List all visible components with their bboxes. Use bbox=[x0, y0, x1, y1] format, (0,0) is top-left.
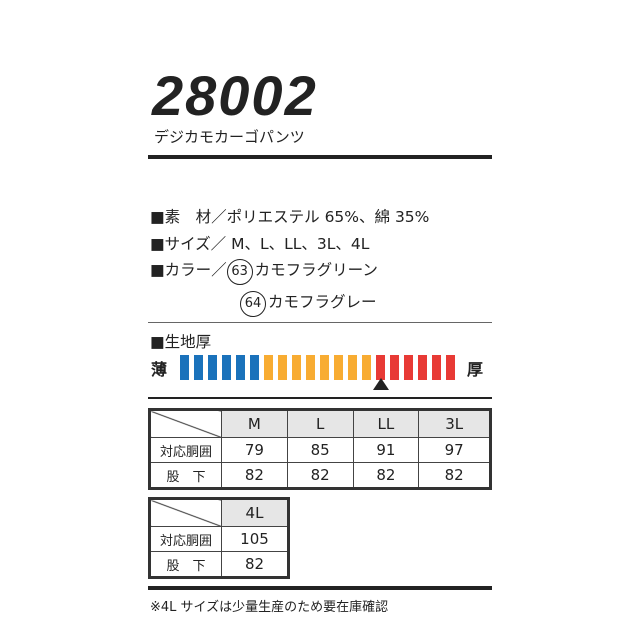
table-row: 股 下 82 82 82 82 bbox=[149, 462, 491, 489]
header-cell: LL bbox=[352, 409, 420, 438]
thickness-segment bbox=[236, 355, 245, 380]
color-name: カモフラグレー bbox=[268, 293, 377, 311]
cell: 82 bbox=[221, 551, 289, 578]
row-label: 股 下 bbox=[149, 462, 222, 489]
spec-color-1: ■カラー／ 63 カモフラグリーン bbox=[150, 258, 378, 285]
stock-note: ※4L サイズは少量生産のため要在庫確認 bbox=[150, 600, 389, 615]
table-row: 対応胴囲 79 85 91 97 bbox=[149, 437, 491, 463]
thickness-segment bbox=[334, 355, 343, 380]
row-label: 対応胴囲 bbox=[149, 437, 222, 463]
size-table-1: M L LL 3L 対応胴囲 79 85 91 97 股 下 82 82 82 82 bbox=[148, 408, 492, 490]
thickness-indicator-icon bbox=[372, 378, 389, 390]
thickness-scale bbox=[180, 355, 455, 380]
thin-label: 薄 bbox=[151, 360, 168, 379]
thickness-segment bbox=[250, 355, 259, 380]
product-code: 28002 bbox=[152, 64, 318, 127]
table-row: 股 下 82 bbox=[149, 551, 289, 578]
thickness-segment bbox=[222, 355, 231, 380]
color-label: ■カラー／ bbox=[150, 261, 227, 279]
header-cell: 4L bbox=[221, 498, 289, 527]
divider bbox=[148, 155, 492, 159]
thickness-segment bbox=[418, 355, 427, 380]
spec-sizes: ■サイズ／ M、L、LL、3L、4L bbox=[150, 235, 370, 253]
thickness-segment bbox=[404, 355, 413, 380]
row-label: 股 下 bbox=[149, 551, 222, 578]
thickness-segment bbox=[320, 355, 329, 380]
thickness-segment bbox=[278, 355, 287, 380]
corner-cell bbox=[149, 498, 222, 527]
size-table-2: 4L 対応胴囲 105 股 下 82 bbox=[148, 497, 290, 579]
cell: 82 bbox=[286, 462, 354, 489]
thickness-segment bbox=[376, 355, 385, 380]
row-label: 対応胴囲 bbox=[149, 526, 222, 552]
thickness-segment bbox=[264, 355, 273, 380]
thickness-segment bbox=[432, 355, 441, 380]
thickness-label: ■生地厚 bbox=[150, 333, 212, 351]
thickness-segment bbox=[208, 355, 217, 380]
table-row: 対応胴囲 105 bbox=[149, 526, 289, 552]
cell: 82 bbox=[221, 462, 288, 489]
spec-material: ■素 材／ポリエステル 65%、綿 35% bbox=[150, 208, 430, 226]
cell: 105 bbox=[221, 526, 289, 552]
thick-label: 厚 bbox=[467, 360, 484, 379]
thickness-segment bbox=[446, 355, 455, 380]
color-name: カモフラグリーン bbox=[254, 261, 378, 279]
header-cell: 3L bbox=[418, 409, 491, 438]
cell: 97 bbox=[418, 437, 491, 463]
thickness-segment bbox=[390, 355, 399, 380]
cell: 91 bbox=[352, 437, 420, 463]
thickness-segment bbox=[306, 355, 315, 380]
spec-color-2: 64 カモフラグレー bbox=[240, 290, 377, 317]
divider bbox=[148, 586, 492, 590]
cell: 79 bbox=[221, 437, 288, 463]
color-number: 64 bbox=[240, 291, 266, 317]
color-number: 63 bbox=[226, 259, 253, 285]
cell: 82 bbox=[418, 462, 491, 489]
cell: 85 bbox=[286, 437, 354, 463]
product-name: デジカモカーゴパンツ bbox=[154, 128, 305, 146]
header-cell: L bbox=[286, 409, 354, 438]
corner-cell bbox=[149, 409, 222, 438]
thickness-segment bbox=[362, 355, 371, 380]
cell: 82 bbox=[352, 462, 420, 489]
divider bbox=[148, 397, 492, 399]
thickness-segment bbox=[194, 355, 203, 380]
thickness-segment bbox=[180, 355, 189, 380]
divider bbox=[148, 322, 492, 323]
thickness-segment bbox=[292, 355, 301, 380]
thickness-segment bbox=[348, 355, 357, 380]
header-cell: M bbox=[221, 409, 288, 438]
